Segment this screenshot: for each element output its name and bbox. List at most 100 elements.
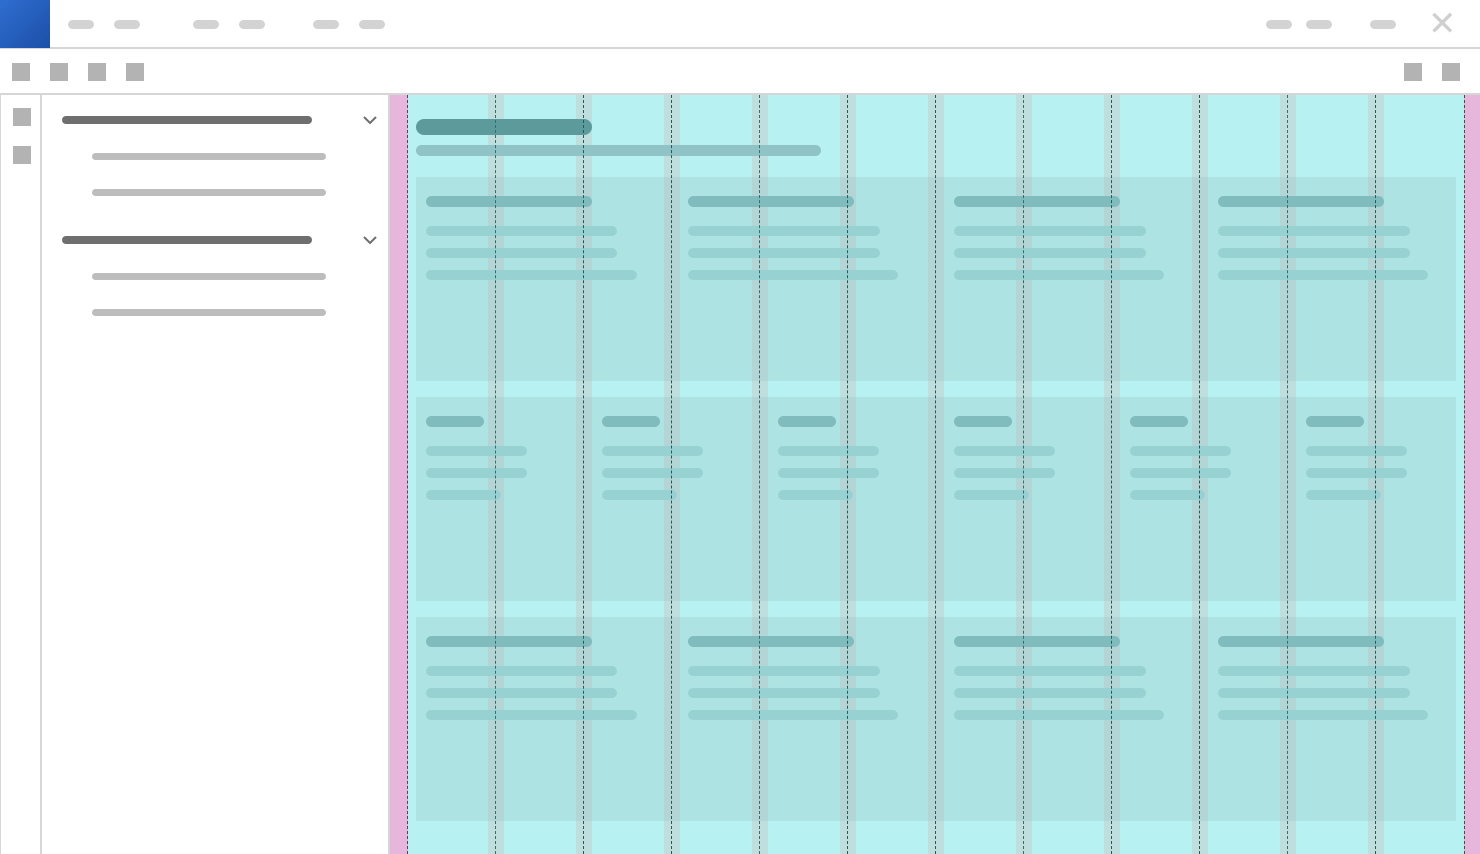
chevron-down-icon[interactable] xyxy=(362,114,378,126)
card-heading-placeholder xyxy=(688,196,854,207)
card-text-placeholder xyxy=(778,468,879,478)
card-heading-placeholder xyxy=(602,416,660,427)
card-text-placeholder xyxy=(688,688,880,698)
card-text-placeholder xyxy=(1218,666,1410,676)
toolbar-icon[interactable] xyxy=(50,63,68,81)
grid-guide-line xyxy=(847,95,848,854)
card-text-placeholder xyxy=(688,666,880,676)
card-text-placeholder xyxy=(954,226,1146,236)
card-text-placeholder xyxy=(602,468,703,478)
nav-item[interactable] xyxy=(92,309,326,316)
grid-gutter xyxy=(752,95,768,854)
design-canvas[interactable] xyxy=(390,95,1480,854)
card-text-placeholder xyxy=(954,270,1164,280)
nav-item[interactable] xyxy=(92,153,326,160)
card-text-placeholder xyxy=(688,270,898,280)
nav-group-header[interactable] xyxy=(62,236,312,244)
menu-item[interactable] xyxy=(239,20,265,29)
card-text-placeholder xyxy=(1218,248,1410,258)
toolbar xyxy=(0,49,1480,95)
toolbar-icon[interactable] xyxy=(126,63,144,81)
card-heading-placeholder xyxy=(1218,636,1384,647)
card-text-placeholder xyxy=(688,248,880,258)
card-heading-placeholder xyxy=(1130,416,1188,427)
card-heading-placeholder xyxy=(1218,196,1384,207)
card-text-placeholder xyxy=(954,666,1146,676)
grid-guide-line xyxy=(1023,95,1024,854)
menu-item[interactable] xyxy=(359,20,385,29)
card-heading-placeholder xyxy=(954,636,1120,647)
menu-item-right[interactable] xyxy=(1370,20,1396,29)
nav-item[interactable] xyxy=(92,273,326,280)
card-text-placeholder xyxy=(426,270,637,280)
grid-margin-right xyxy=(1464,95,1480,854)
rail-icon[interactable] xyxy=(13,146,31,164)
navigation-panel xyxy=(42,95,390,854)
card-text-placeholder xyxy=(426,710,637,720)
card-text-placeholder xyxy=(778,490,853,500)
card-text-placeholder xyxy=(1218,226,1410,236)
nav-item[interactable] xyxy=(92,189,326,196)
menu-item[interactable] xyxy=(68,20,94,29)
grid-guide-line xyxy=(583,95,584,854)
card-text-placeholder xyxy=(1218,270,1428,280)
menu-item-right[interactable] xyxy=(1306,20,1332,29)
grid-guide-line xyxy=(935,95,936,854)
grid-guide-line xyxy=(1375,95,1376,854)
card-heading-placeholder xyxy=(426,416,484,427)
card-text-placeholder xyxy=(1130,446,1231,456)
toolbar-icon[interactable] xyxy=(12,63,30,81)
title-bar: ✕ xyxy=(0,0,1480,49)
card-text-placeholder xyxy=(426,446,527,456)
card-text-placeholder xyxy=(1130,468,1231,478)
card-text-placeholder xyxy=(954,446,1055,456)
toolbar-icon[interactable] xyxy=(1404,63,1422,81)
page-title-placeholder xyxy=(416,119,592,135)
grid-guide-line xyxy=(495,95,496,854)
card-heading-placeholder xyxy=(426,636,592,647)
toolbar-icon[interactable] xyxy=(1442,63,1460,81)
toolbar-icon[interactable] xyxy=(88,63,106,81)
card-heading-placeholder xyxy=(778,416,836,427)
chevron-down-icon[interactable] xyxy=(362,234,378,246)
menu-item[interactable] xyxy=(313,20,339,29)
close-icon[interactable]: ✕ xyxy=(1428,4,1457,44)
card-text-placeholder xyxy=(426,688,617,698)
card-text-placeholder xyxy=(954,248,1146,258)
grid-gutter xyxy=(576,95,592,854)
card-text-placeholder xyxy=(954,490,1029,500)
card-heading-placeholder xyxy=(954,416,1012,427)
menu-item-right[interactable] xyxy=(1266,20,1292,29)
card-text-placeholder xyxy=(688,710,898,720)
grid-gutter xyxy=(1104,95,1120,854)
grid-guide-line xyxy=(1287,95,1288,854)
grid-guide-line xyxy=(671,95,672,854)
card-text-placeholder xyxy=(1306,468,1407,478)
card-text-placeholder xyxy=(602,446,703,456)
content-row xyxy=(416,397,1456,601)
card-text-placeholder xyxy=(954,710,1164,720)
grid-gutter xyxy=(928,95,944,854)
page-subtitle-placeholder xyxy=(416,145,821,156)
grid-guide-line xyxy=(1464,95,1465,854)
rail-icon[interactable] xyxy=(13,108,31,126)
card-heading-placeholder xyxy=(426,196,592,207)
menu-item[interactable] xyxy=(193,20,219,29)
grid-guide-line xyxy=(407,95,408,854)
card-heading-placeholder xyxy=(1306,416,1364,427)
grid-gutter xyxy=(1280,95,1296,854)
grid-guide-line xyxy=(759,95,760,854)
icon-rail xyxy=(0,95,42,854)
card-heading-placeholder xyxy=(954,196,1120,207)
grid-guide-line xyxy=(1199,95,1200,854)
card-text-placeholder xyxy=(954,688,1146,698)
card-text-placeholder xyxy=(1306,446,1407,456)
nav-group-header[interactable] xyxy=(62,116,312,124)
menu-item[interactable] xyxy=(114,20,140,29)
card-text-placeholder xyxy=(426,666,617,676)
card-text-placeholder xyxy=(426,468,527,478)
card-text-placeholder xyxy=(954,468,1055,478)
app-logo-icon[interactable] xyxy=(0,0,50,48)
grid-margin-left xyxy=(390,95,408,854)
card-text-placeholder xyxy=(1306,490,1381,500)
